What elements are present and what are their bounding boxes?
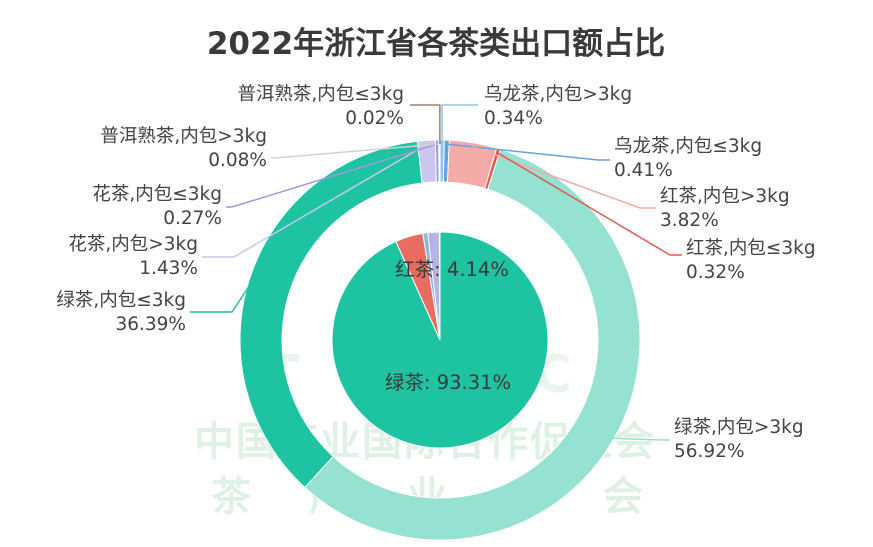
slice-label-percent: 56.92% — [674, 441, 745, 462]
leader-line — [497, 151, 682, 256]
slice-label-name: 红茶,内包>3kg — [660, 186, 790, 207]
leader-line — [410, 104, 441, 145]
leader-line — [609, 437, 670, 441]
leader-line — [226, 143, 438, 208]
leader-line — [472, 146, 656, 209]
slice-label-percent: 3.82% — [660, 210, 719, 231]
slice-label-name: 普洱熟茶,内包>3kg — [100, 126, 267, 147]
slice-label-percent: 36.39% — [115, 314, 186, 335]
inner-pie — [331, 231, 549, 449]
slice-label-name: 乌龙茶,内包>3kg — [484, 84, 632, 105]
leader-line — [441, 104, 478, 145]
inner-label-green-tea: 绿茶: 93.31% — [385, 371, 511, 394]
slice-label-percent: 0.27% — [163, 208, 222, 229]
slice-label-percent: 1.43% — [139, 258, 198, 279]
slice-label-name: 红茶,内包≤3kg — [686, 238, 816, 259]
leader-lines — [190, 104, 682, 441]
slice-label-name: 普洱熟茶,内包≤3kg — [237, 84, 404, 105]
slice-label-name: 花茶,内包≤3kg — [92, 184, 222, 205]
inner-slice — [438, 231, 441, 341]
leader-line — [271, 143, 440, 159]
outer-ring — [239, 139, 641, 541]
slice-label-name: 绿茶,内包≤3kg — [56, 290, 186, 311]
slice-labels: 乌龙茶,内包>3kg 0.34% 乌龙茶,内包≤3kg 0.41% 红茶,内包>3kg 3… — [56, 84, 815, 462]
slice-label-percent: 0.41% — [614, 160, 673, 181]
inner-label-red-tea: 红茶: 4.14% — [395, 258, 509, 281]
slice-label-percent: 0.32% — [686, 262, 745, 283]
slice-label-name: 乌龙茶,内包≤3kg — [614, 136, 762, 157]
slice-label-name: 花茶,内包>3kg — [68, 234, 198, 255]
leader-line — [446, 143, 610, 161]
chart-title: 2022年浙江省各茶类出口额占比 — [207, 26, 665, 62]
slice-label-name: 绿茶,内包>3kg — [674, 417, 804, 438]
inner-labels: 红茶: 4.14% 绿茶: 93.31% — [385, 258, 511, 394]
leader-line — [202, 143, 428, 258]
leader-line — [190, 278, 255, 313]
slice-label-percent: 0.02% — [345, 108, 404, 129]
slice-label-percent: 0.08% — [208, 150, 267, 171]
slice-label-percent: 0.34% — [484, 108, 543, 129]
outer-slice — [304, 148, 641, 541]
